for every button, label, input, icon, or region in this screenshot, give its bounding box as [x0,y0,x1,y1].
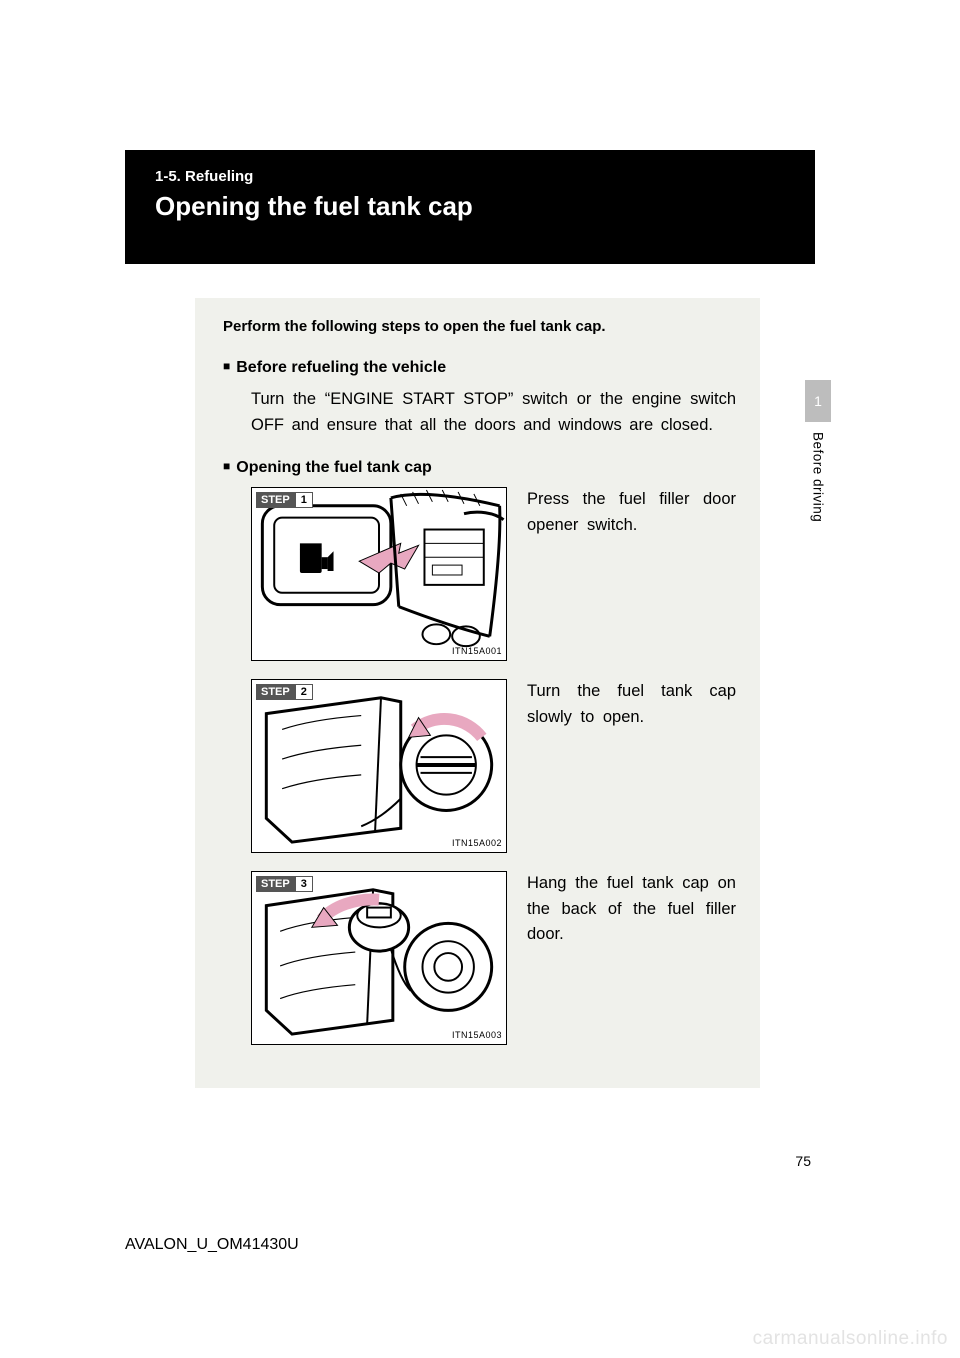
subhead-before-refueling: ■ Before refueling the vehicle [223,356,736,379]
step-row: STEP 2 ITN15A002 Turn the fuel tank cap … [223,679,736,853]
before-refueling-body: Turn the “ENGINE START STOP” switch or t… [251,387,736,438]
black-header-banner: 1-5. Refueling Opening the fuel tank cap [125,150,815,264]
side-tab: 1 Before driving [805,380,831,527]
chapter-label: Before driving [811,432,826,522]
page-title: Opening the fuel tank cap [155,191,815,222]
step-text: Hang the fuel tank cap on the back of th… [527,871,736,1045]
chapter-number-tab: 1 [805,380,831,422]
step-badge-number: 3 [295,876,313,892]
illustration-code: ITN15A003 [452,1029,502,1042]
step-badge: STEP 3 [256,876,313,892]
square-bullet-icon: ■ [223,459,230,473]
step-badge: STEP 1 [256,492,313,508]
cap-hang-svg-icon [252,872,506,1044]
illustration-code: ITN15A002 [452,837,502,850]
square-bullet-icon: ■ [223,359,230,373]
step-badge-number: 2 [295,684,313,700]
content-panel: Perform the following steps to open the … [195,298,760,1088]
step-row: STEP 1 ITN15A001 Press the fuel filler d… [223,487,736,661]
step-badge-label: STEP [256,492,295,508]
footer-doc-code: AVALON_U_OM41430U [125,1236,299,1254]
step-text: Press the fuel filler door opener switch… [527,487,736,661]
subhead-label: Before refueling the vehicle [236,359,446,376]
intro-text: Perform the following steps to open the … [223,316,736,338]
step-row: STEP 3 ITN15A003 Hang the fuel tank cap … [223,871,736,1045]
step-text: Turn the fuel tank cap slowly to open. [527,679,736,853]
step-badge-number: 1 [295,492,313,508]
step-illustration: STEP 3 ITN15A003 [251,871,507,1045]
watermark: carmanualsonline.info [753,1328,948,1350]
illustration-code: ITN15A001 [452,645,502,658]
step-badge-label: STEP [256,876,295,892]
page-number: 75 [795,1153,811,1169]
step-illustration: STEP 1 ITN15A001 [251,487,507,661]
dash-svg-icon [252,488,506,660]
step-illustration: STEP 2 ITN15A002 [251,679,507,853]
section-number: 1-5. Refueling [155,168,815,185]
step-badge-label: STEP [256,684,295,700]
step-badge: STEP 2 [256,684,313,700]
manual-page: 1-5. Refueling Opening the fuel tank cap… [0,0,960,1358]
subhead-opening-cap: ■ Opening the fuel tank cap [223,456,736,479]
subhead-label: Opening the fuel tank cap [236,459,432,476]
cap-open-svg-icon [252,680,506,852]
